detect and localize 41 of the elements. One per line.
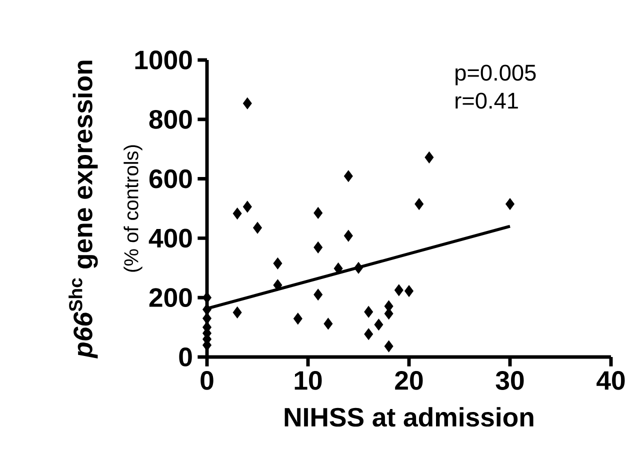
point (344, 170, 353, 182)
x-tick-label: 0 (200, 371, 214, 390)
point (344, 230, 353, 242)
point (293, 312, 302, 325)
x-axis-title: NIHSS at admission (284, 407, 534, 427)
point (242, 97, 252, 110)
point (364, 306, 374, 318)
point (374, 318, 384, 330)
y-axis-title: p66$^{Shc}$ gene expression (68, 60, 98, 359)
point (424, 152, 434, 164)
point (414, 198, 424, 210)
point (273, 258, 282, 270)
point (364, 328, 374, 340)
point (384, 340, 394, 352)
y-tick-label: 400 (148, 228, 192, 248)
point (273, 279, 282, 291)
point (394, 284, 404, 296)
x-tick-label: 20 (395, 371, 423, 390)
point (314, 242, 323, 254)
point (404, 285, 414, 297)
x-tick-label: 30 (496, 371, 524, 390)
y-tick-label: 800 (149, 110, 192, 129)
point (314, 207, 323, 219)
point (253, 222, 262, 234)
x-tick-label: 10 (294, 371, 322, 390)
annotation: p=0.005 (456, 64, 536, 86)
point (314, 288, 323, 300)
y-tick-label: 600 (149, 169, 192, 188)
annotation: r=0.41 (456, 92, 518, 109)
x-tick-label: 40 (596, 371, 625, 390)
text: (% of controls) (124, 145, 142, 272)
y-tick-label: 200 (149, 288, 192, 308)
point (354, 262, 363, 274)
y-tick-label: 0 (179, 348, 192, 366)
point (506, 198, 514, 210)
point (334, 262, 343, 274)
point (324, 318, 333, 330)
point (232, 208, 242, 220)
y-tick-label: 1000 (135, 50, 192, 70)
point (242, 200, 252, 213)
point (232, 306, 242, 318)
